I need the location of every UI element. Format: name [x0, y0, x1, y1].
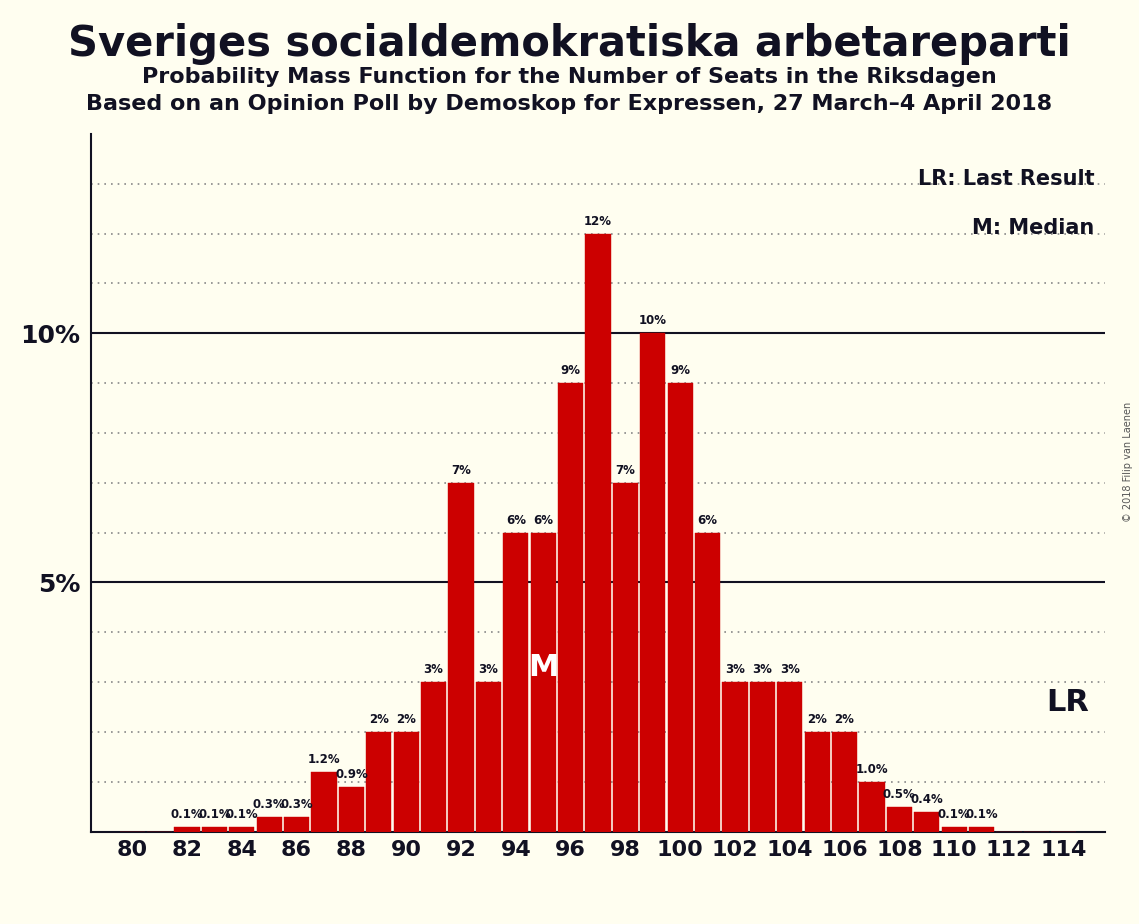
Text: 9%: 9%	[670, 364, 690, 377]
Text: 2%: 2%	[369, 713, 388, 726]
Text: 3%: 3%	[424, 663, 443, 676]
Text: 7%: 7%	[615, 464, 636, 477]
Text: © 2018 Filip van Laenen: © 2018 Filip van Laenen	[1123, 402, 1133, 522]
Text: 6%: 6%	[506, 514, 526, 527]
Text: LR: LR	[1047, 688, 1090, 717]
Text: 2%: 2%	[835, 713, 854, 726]
Bar	[531, 532, 556, 832]
Bar	[942, 827, 967, 832]
Text: 3%: 3%	[753, 663, 772, 676]
Text: Sveriges socialdemokratiska arbetareparti: Sveriges socialdemokratiska arbetarepart…	[68, 23, 1071, 65]
Text: 7%: 7%	[451, 464, 470, 477]
Text: 9%: 9%	[560, 364, 581, 377]
Bar	[749, 682, 775, 832]
Bar	[969, 827, 994, 832]
Text: Probability Mass Function for the Number of Seats in the Riksdagen: Probability Mass Function for the Number…	[142, 67, 997, 87]
Bar	[229, 827, 254, 832]
Bar	[367, 732, 392, 832]
Text: 0.1%: 0.1%	[226, 808, 259, 821]
Bar	[476, 682, 501, 832]
Bar	[667, 383, 693, 832]
Bar	[338, 786, 364, 832]
Bar	[256, 817, 281, 832]
Text: 1.0%: 1.0%	[855, 763, 888, 776]
Text: 0.1%: 0.1%	[937, 808, 970, 821]
Text: 2%: 2%	[808, 713, 827, 726]
Bar	[585, 234, 611, 832]
Bar	[558, 383, 583, 832]
Bar	[859, 782, 885, 832]
Bar	[777, 682, 802, 832]
Bar	[449, 482, 474, 832]
Bar	[887, 807, 912, 832]
Text: LR: Last Result: LR: Last Result	[918, 169, 1095, 188]
Bar	[640, 334, 665, 832]
Text: 0.1%: 0.1%	[965, 808, 998, 821]
Bar	[421, 682, 446, 832]
Bar	[613, 482, 638, 832]
Bar	[311, 772, 337, 832]
Text: Based on an Opinion Poll by Demoskop for Expressen, 27 March–4 April 2018: Based on an Opinion Poll by Demoskop for…	[87, 94, 1052, 115]
Bar	[804, 732, 829, 832]
Text: 3%: 3%	[780, 663, 800, 676]
Bar	[503, 532, 528, 832]
Bar	[284, 817, 309, 832]
Text: 6%: 6%	[533, 514, 554, 527]
Text: 0.3%: 0.3%	[280, 797, 313, 810]
Text: 0.3%: 0.3%	[253, 797, 286, 810]
Bar	[915, 811, 940, 832]
Text: 1.2%: 1.2%	[308, 753, 341, 766]
Text: M: Median: M: Median	[973, 218, 1095, 237]
Text: 10%: 10%	[639, 314, 666, 327]
Bar	[202, 827, 227, 832]
Text: 6%: 6%	[697, 514, 718, 527]
Bar	[174, 827, 199, 832]
Text: 3%: 3%	[478, 663, 499, 676]
Text: 3%: 3%	[726, 663, 745, 676]
Text: M: M	[528, 652, 558, 682]
Bar	[722, 682, 747, 832]
Bar	[831, 732, 858, 832]
Text: 0.1%: 0.1%	[198, 808, 231, 821]
Text: 0.1%: 0.1%	[171, 808, 204, 821]
Bar	[394, 732, 419, 832]
Bar	[695, 532, 720, 832]
Text: 0.5%: 0.5%	[883, 787, 916, 801]
Text: 12%: 12%	[584, 214, 612, 227]
Text: 0.4%: 0.4%	[910, 793, 943, 806]
Text: 2%: 2%	[396, 713, 416, 726]
Text: 0.9%: 0.9%	[335, 768, 368, 781]
